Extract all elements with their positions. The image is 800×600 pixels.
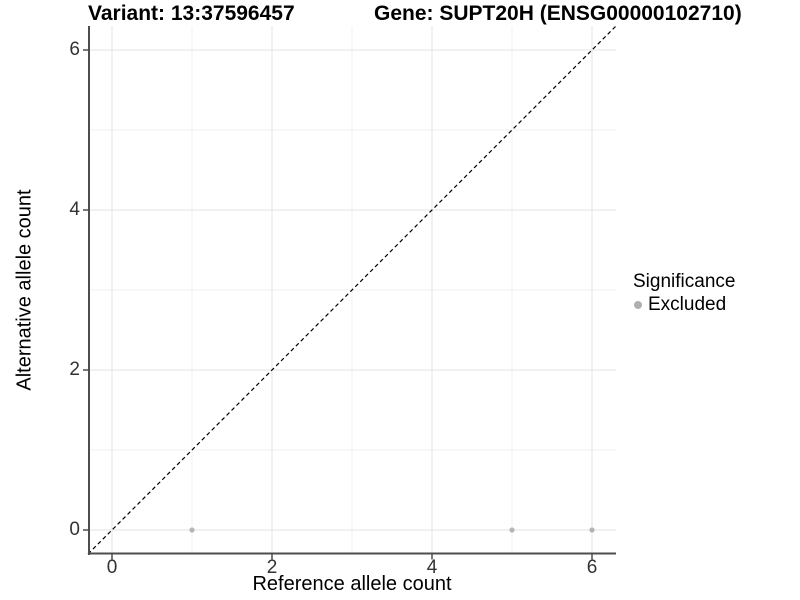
identity-line <box>87 25 617 555</box>
y-tick-label: 4 <box>69 199 80 220</box>
legend: Significance Excluded <box>633 271 735 316</box>
y-axis-title: Alternative allele count <box>13 189 36 391</box>
plot-title-variant: Variant: 13:37596457 <box>88 2 295 25</box>
plot-title-gene: Gene: SUPT20H (ENSG00000102710) <box>374 2 742 25</box>
data-point <box>589 527 595 533</box>
y-tick-label: 2 <box>69 359 80 380</box>
x-tick-label: 6 <box>586 557 598 578</box>
legend-point-swatch <box>634 301 642 309</box>
legend-item-excluded: Excluded <box>633 294 735 316</box>
y-tick-label: 0 <box>69 519 80 540</box>
x-tick-label: 4 <box>426 557 438 578</box>
x-tick-label: 0 <box>106 557 118 578</box>
x-axis-title: Reference allele count <box>252 573 452 595</box>
y-tick-label: 6 <box>69 39 80 60</box>
x-tick-label: 2 <box>266 557 278 578</box>
legend-item-label: Excluded <box>648 294 727 315</box>
data-point <box>509 527 515 533</box>
data-point <box>189 527 195 533</box>
legend-title: Significance <box>633 271 736 292</box>
